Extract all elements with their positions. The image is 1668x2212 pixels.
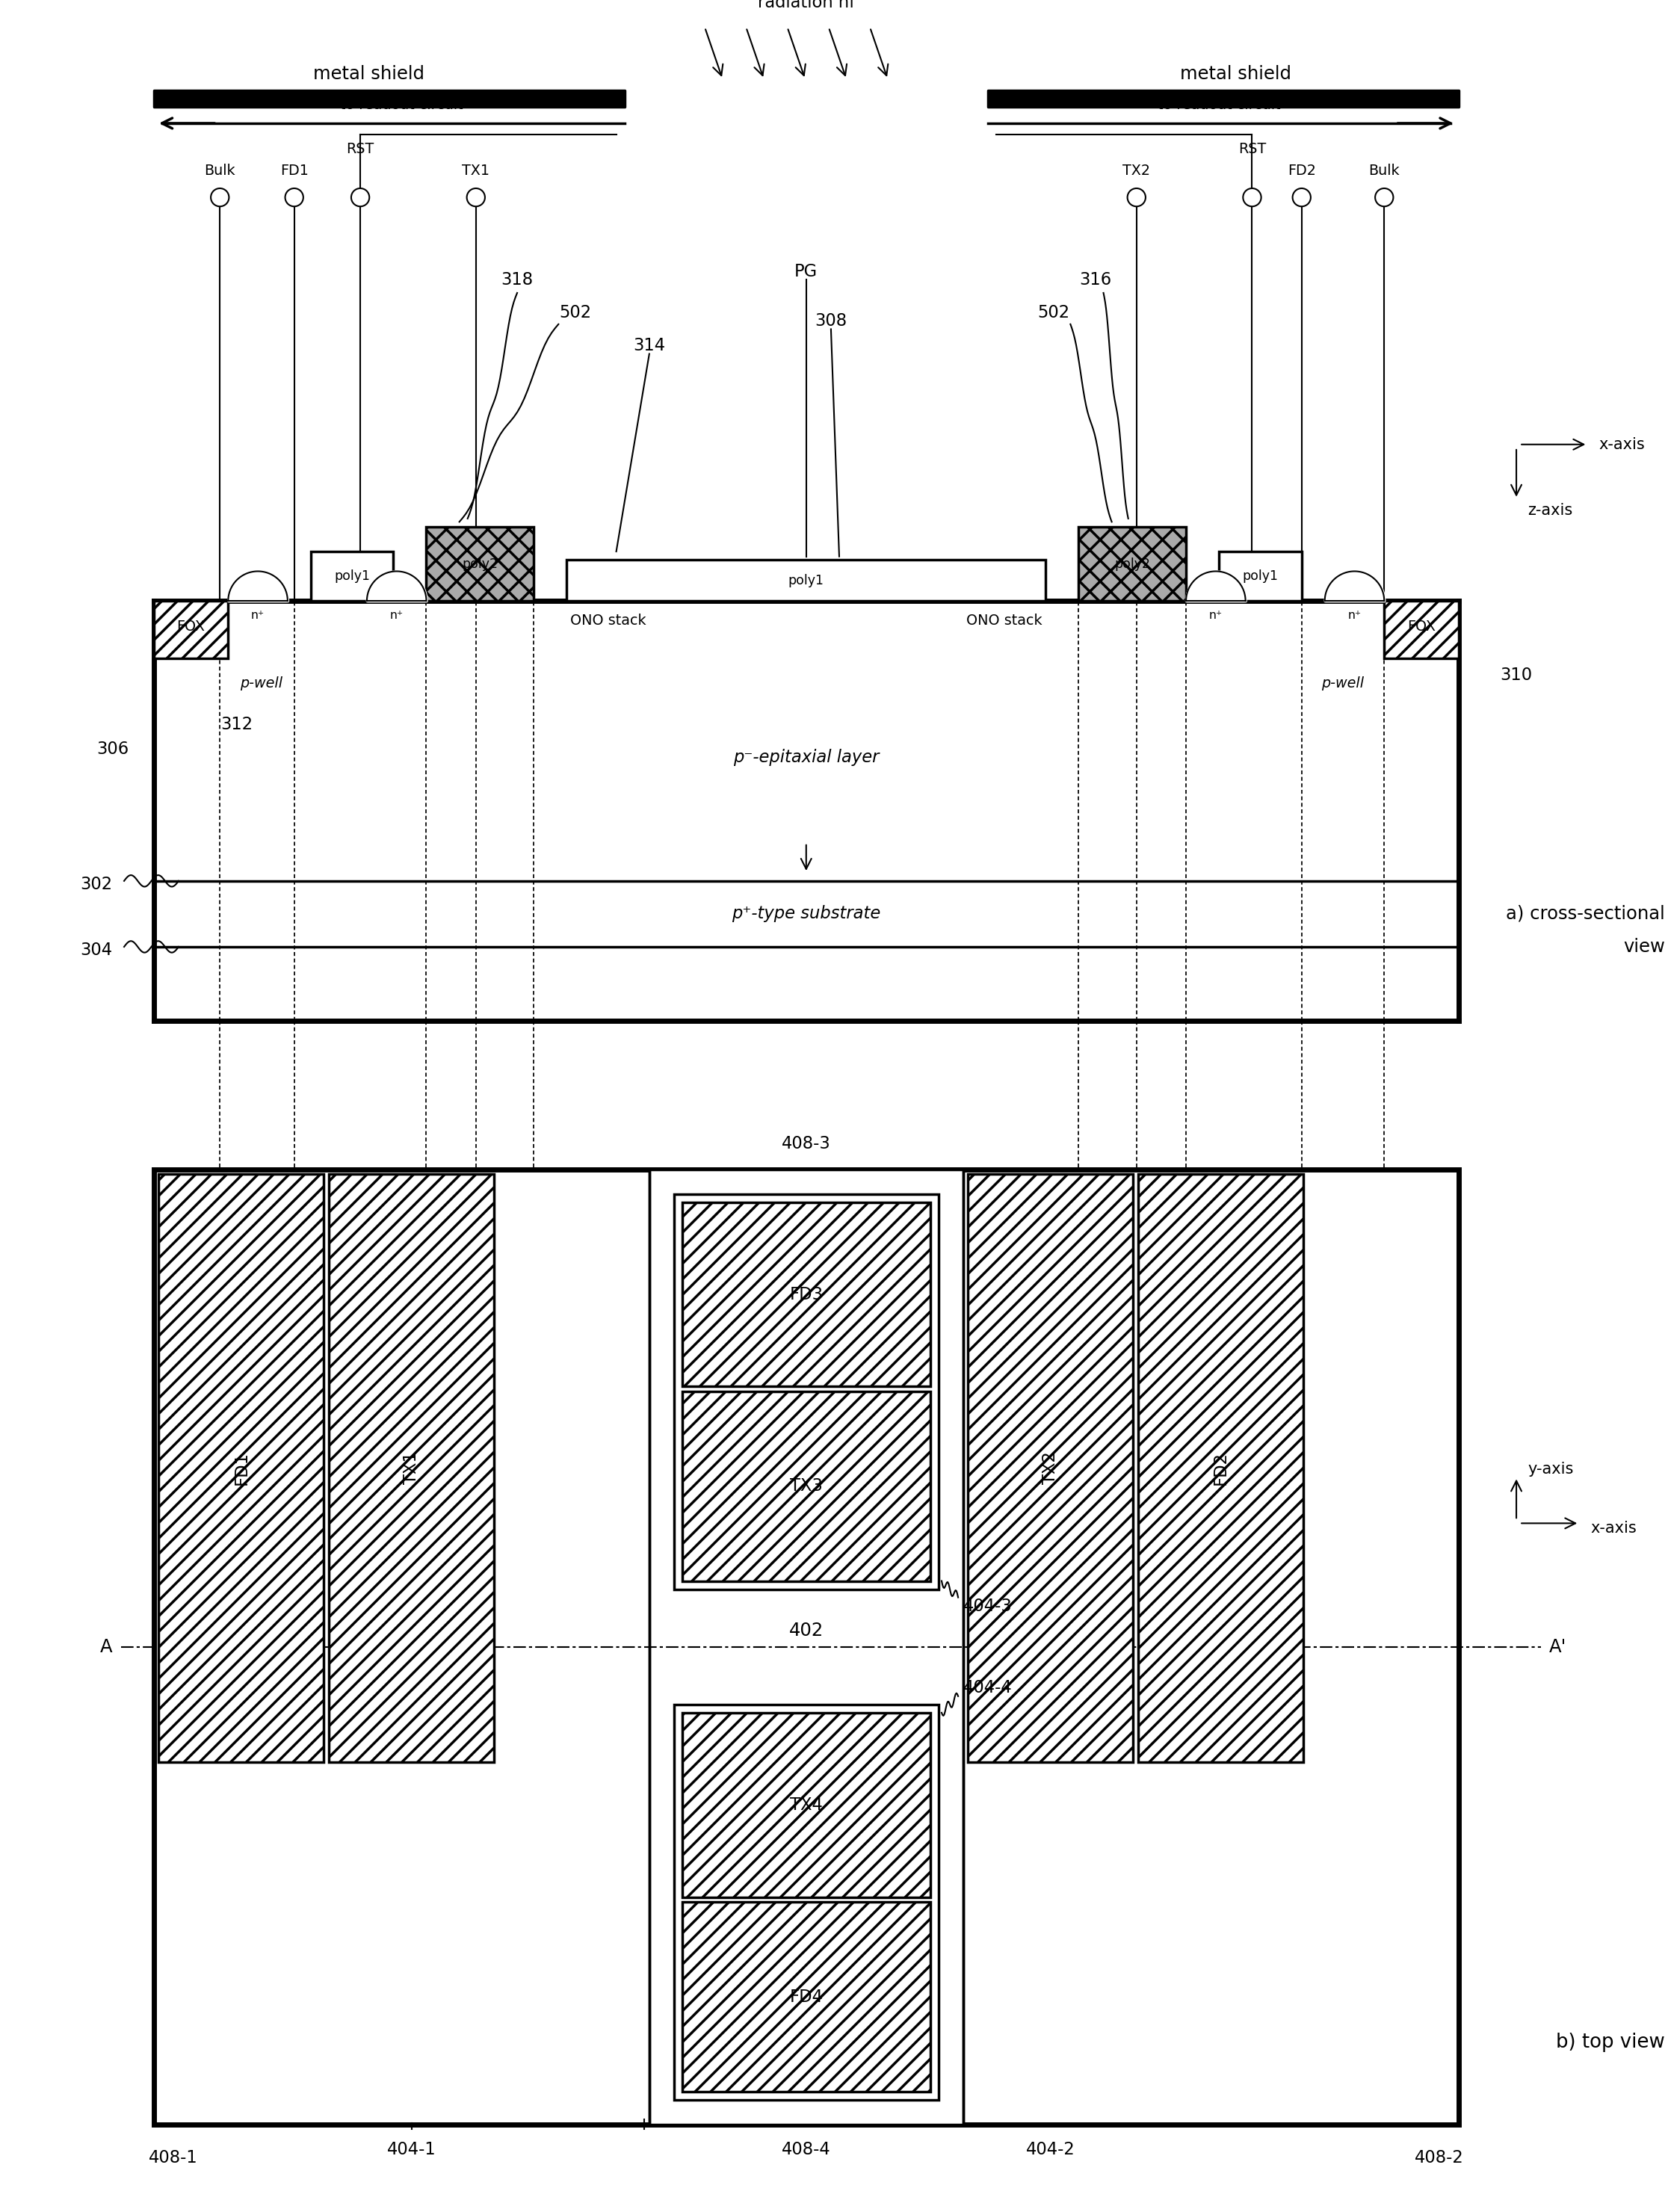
Bar	[967, 1175, 1133, 1763]
Text: 408-2: 408-2	[1414, 2150, 1463, 2166]
Bar	[310, 551, 394, 602]
Text: n⁺: n⁺	[252, 611, 265, 622]
Text: TX4: TX4	[789, 1796, 822, 1814]
Circle shape	[1243, 188, 1261, 206]
Text: ONO stack: ONO stack	[966, 613, 1042, 628]
Text: FD2: FD2	[1288, 164, 1316, 177]
Bar	[427, 526, 534, 602]
Text: 408-4: 408-4	[781, 2141, 831, 2159]
Text: 502: 502	[559, 303, 590, 321]
Text: FOX: FOX	[1406, 619, 1434, 633]
Circle shape	[210, 188, 229, 206]
Text: 318: 318	[500, 272, 534, 288]
Bar	[158, 1175, 324, 1763]
Text: 312: 312	[220, 717, 252, 732]
Text: 404-2: 404-2	[1026, 2141, 1074, 2159]
Text: b) top view: b) top view	[1556, 2033, 1665, 2053]
Text: FD3: FD3	[789, 1285, 822, 1303]
Circle shape	[467, 188, 485, 206]
Text: poly1: poly1	[787, 573, 824, 586]
Text: FD1: FD1	[234, 1451, 250, 1484]
Bar	[682, 1712, 929, 1898]
Circle shape	[1374, 188, 1393, 206]
Text: 314: 314	[634, 336, 666, 354]
Text: 408-1: 408-1	[148, 2150, 198, 2166]
Circle shape	[285, 188, 304, 206]
Bar	[1384, 602, 1458, 659]
Text: A': A'	[1550, 1637, 1566, 1657]
Text: 402: 402	[789, 1621, 824, 1639]
Text: 404-1: 404-1	[387, 2141, 435, 2159]
Text: PG: PG	[794, 263, 817, 281]
Bar	[682, 1201, 929, 1387]
Text: n⁺: n⁺	[390, 611, 404, 622]
Text: a) cross-sectional: a) cross-sectional	[1506, 905, 1665, 922]
Text: p⁺-type substrate: p⁺-type substrate	[732, 905, 881, 922]
Circle shape	[1128, 188, 1146, 206]
Text: FOX: FOX	[177, 619, 205, 633]
Text: RST: RST	[347, 142, 374, 157]
Text: 502: 502	[1037, 303, 1069, 321]
Bar	[674, 1194, 937, 1588]
Bar	[649, 1170, 962, 2124]
Text: y-axis: y-axis	[1528, 1462, 1573, 1475]
Text: 304: 304	[80, 942, 112, 958]
Bar	[153, 602, 229, 659]
Text: ONO stack: ONO stack	[570, 613, 646, 628]
Text: A: A	[100, 1637, 112, 1657]
Bar	[329, 1175, 494, 1763]
Text: z-axis: z-axis	[1528, 502, 1573, 518]
Text: 308: 308	[814, 312, 847, 330]
Text: metal shield: metal shield	[314, 64, 424, 82]
Text: metal shield: metal shield	[1179, 64, 1291, 82]
Text: TX1: TX1	[402, 1451, 420, 1484]
Text: to readout circuit: to readout circuit	[1158, 97, 1281, 113]
Text: FD1: FD1	[280, 164, 309, 177]
Text: TX3: TX3	[789, 1478, 822, 1495]
Text: x-axis: x-axis	[1590, 1520, 1636, 1535]
Text: TX2: TX2	[1123, 164, 1149, 177]
Text: x-axis: x-axis	[1598, 438, 1645, 451]
Text: poly1: poly1	[334, 568, 370, 584]
Text: TX2: TX2	[1042, 1451, 1059, 1484]
Text: poly2: poly2	[462, 557, 497, 571]
Circle shape	[350, 188, 369, 206]
Text: p-well: p-well	[240, 677, 282, 690]
Text: FD2: FD2	[1213, 1451, 1229, 1484]
Text: 404-3: 404-3	[962, 1597, 1012, 1615]
Text: view: view	[1623, 938, 1665, 956]
Text: n⁺: n⁺	[1209, 611, 1223, 622]
Text: FD4: FD4	[789, 1989, 822, 2006]
Text: Bulk: Bulk	[1368, 164, 1399, 177]
Text: RST: RST	[1238, 142, 1266, 157]
Text: poly2: poly2	[1114, 557, 1149, 571]
Text: p-well: p-well	[1321, 677, 1364, 690]
Text: 310: 310	[1500, 666, 1533, 684]
Bar	[153, 1170, 649, 2124]
Bar	[1079, 526, 1186, 602]
Bar	[1138, 1175, 1303, 1763]
Text: p⁻-epitaxial layer: p⁻-epitaxial layer	[732, 750, 879, 765]
Text: Bulk: Bulk	[203, 164, 235, 177]
Text: 408-3: 408-3	[781, 1135, 831, 1152]
Bar	[674, 1705, 937, 2099]
Text: radiation hf: radiation hf	[757, 0, 854, 11]
Bar	[567, 560, 1046, 602]
Text: to readout circuit: to readout circuit	[340, 97, 464, 113]
Text: n⁺: n⁺	[1348, 611, 1361, 622]
Text: 302: 302	[80, 876, 112, 894]
Bar	[1219, 551, 1301, 602]
Text: TX1: TX1	[462, 164, 490, 177]
Bar	[962, 1170, 1458, 2124]
Bar	[682, 1391, 929, 1582]
Bar	[682, 1902, 929, 2093]
Text: 404-4: 404-4	[962, 1679, 1012, 1697]
Circle shape	[1293, 188, 1311, 206]
Text: 316: 316	[1079, 272, 1111, 288]
Bar	[153, 1170, 1458, 2124]
Text: 306: 306	[97, 741, 128, 759]
Text: poly1: poly1	[1243, 568, 1278, 584]
